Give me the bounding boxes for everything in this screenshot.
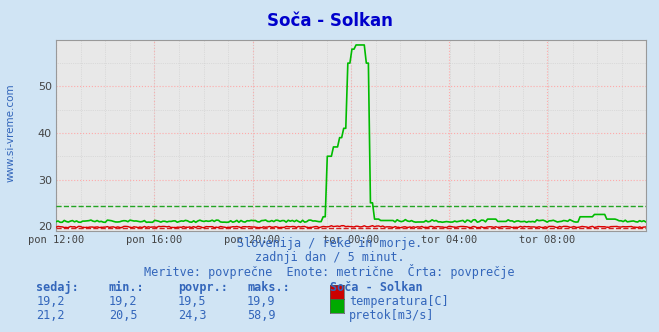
Text: Meritve: povprečne  Enote: metrične  Črta: povprečje: Meritve: povprečne Enote: metrične Črta:… bbox=[144, 264, 515, 279]
Text: 19,2: 19,2 bbox=[36, 295, 65, 308]
Text: 21,2: 21,2 bbox=[36, 309, 65, 322]
Text: Soča - Solkan: Soča - Solkan bbox=[330, 281, 422, 293]
Text: Slovenija / reke in morje.: Slovenija / reke in morje. bbox=[237, 237, 422, 250]
Text: zadnji dan / 5 minut.: zadnji dan / 5 minut. bbox=[254, 251, 405, 264]
Text: povpr.:: povpr.: bbox=[178, 281, 228, 293]
Text: 24,3: 24,3 bbox=[178, 309, 206, 322]
Text: min.:: min.: bbox=[109, 281, 144, 293]
Text: 20,5: 20,5 bbox=[109, 309, 137, 322]
Text: maks.:: maks.: bbox=[247, 281, 290, 293]
Text: sedaj:: sedaj: bbox=[36, 281, 79, 293]
Text: www.si-vreme.com: www.si-vreme.com bbox=[5, 83, 15, 182]
Text: 19,9: 19,9 bbox=[247, 295, 275, 308]
Text: 19,2: 19,2 bbox=[109, 295, 137, 308]
Text: Soča - Solkan: Soča - Solkan bbox=[266, 12, 393, 30]
Text: 19,5: 19,5 bbox=[178, 295, 206, 308]
Text: temperatura[C]: temperatura[C] bbox=[349, 295, 449, 308]
Text: pretok[m3/s]: pretok[m3/s] bbox=[349, 309, 435, 322]
Text: 58,9: 58,9 bbox=[247, 309, 275, 322]
